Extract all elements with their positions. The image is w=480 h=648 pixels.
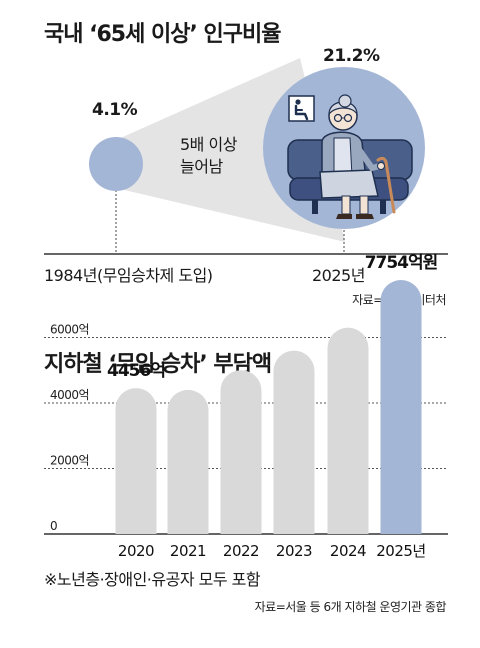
y-tick-label-0: 0	[50, 519, 57, 533]
x-tick-label-2021: 2021	[170, 542, 206, 560]
bar-2020	[115, 388, 157, 534]
x-tick-label-2020: 2020	[118, 542, 154, 560]
category-label-2025: 2025년	[312, 266, 365, 285]
x-tick-label-2023: 2023	[276, 542, 312, 560]
bar-2021	[167, 389, 209, 534]
section1-title: 국내 ‘65세 이상’ 인구비율	[44, 22, 281, 47]
footnote: ※노년층·장애인·유공자 모두 포함	[44, 570, 261, 589]
bar-value-label-2025년: 7754억원	[365, 253, 438, 273]
bar-2024	[327, 327, 369, 534]
priority-seat-icon	[288, 95, 315, 122]
section2-source: 자료=서울 등 6개 지하철 운영기관 종합	[254, 600, 447, 614]
bar-2025년	[380, 280, 422, 534]
y-tick-label-2000: 2000억	[50, 454, 89, 468]
bubble-1984	[89, 137, 143, 191]
y-tick-label-6000: 6000억	[50, 323, 89, 337]
growth-note-line2: 늘어남	[180, 157, 223, 176]
growth-note-line1: 5배 이상	[180, 135, 237, 154]
x-tick-label-2025년: 2025년	[376, 542, 425, 560]
growth-note: 5배 이상 늘어남	[180, 134, 237, 178]
value-label-1984: 4.1%	[92, 100, 138, 120]
y-tick-label-4000: 4000억	[50, 388, 89, 402]
value-label-2025: 21.2%	[323, 46, 380, 66]
x-tick-label-2024: 2024	[330, 542, 366, 560]
bar-2022	[220, 370, 262, 534]
bar-value-label-2020: 4456억	[107, 361, 165, 381]
category-label-1984: 1984년(무임승차제 도입)	[44, 266, 213, 285]
bar-2023	[273, 350, 315, 534]
x-tick-label-2022: 2022	[223, 542, 259, 560]
elderly-woman-illustration	[287, 94, 413, 219]
